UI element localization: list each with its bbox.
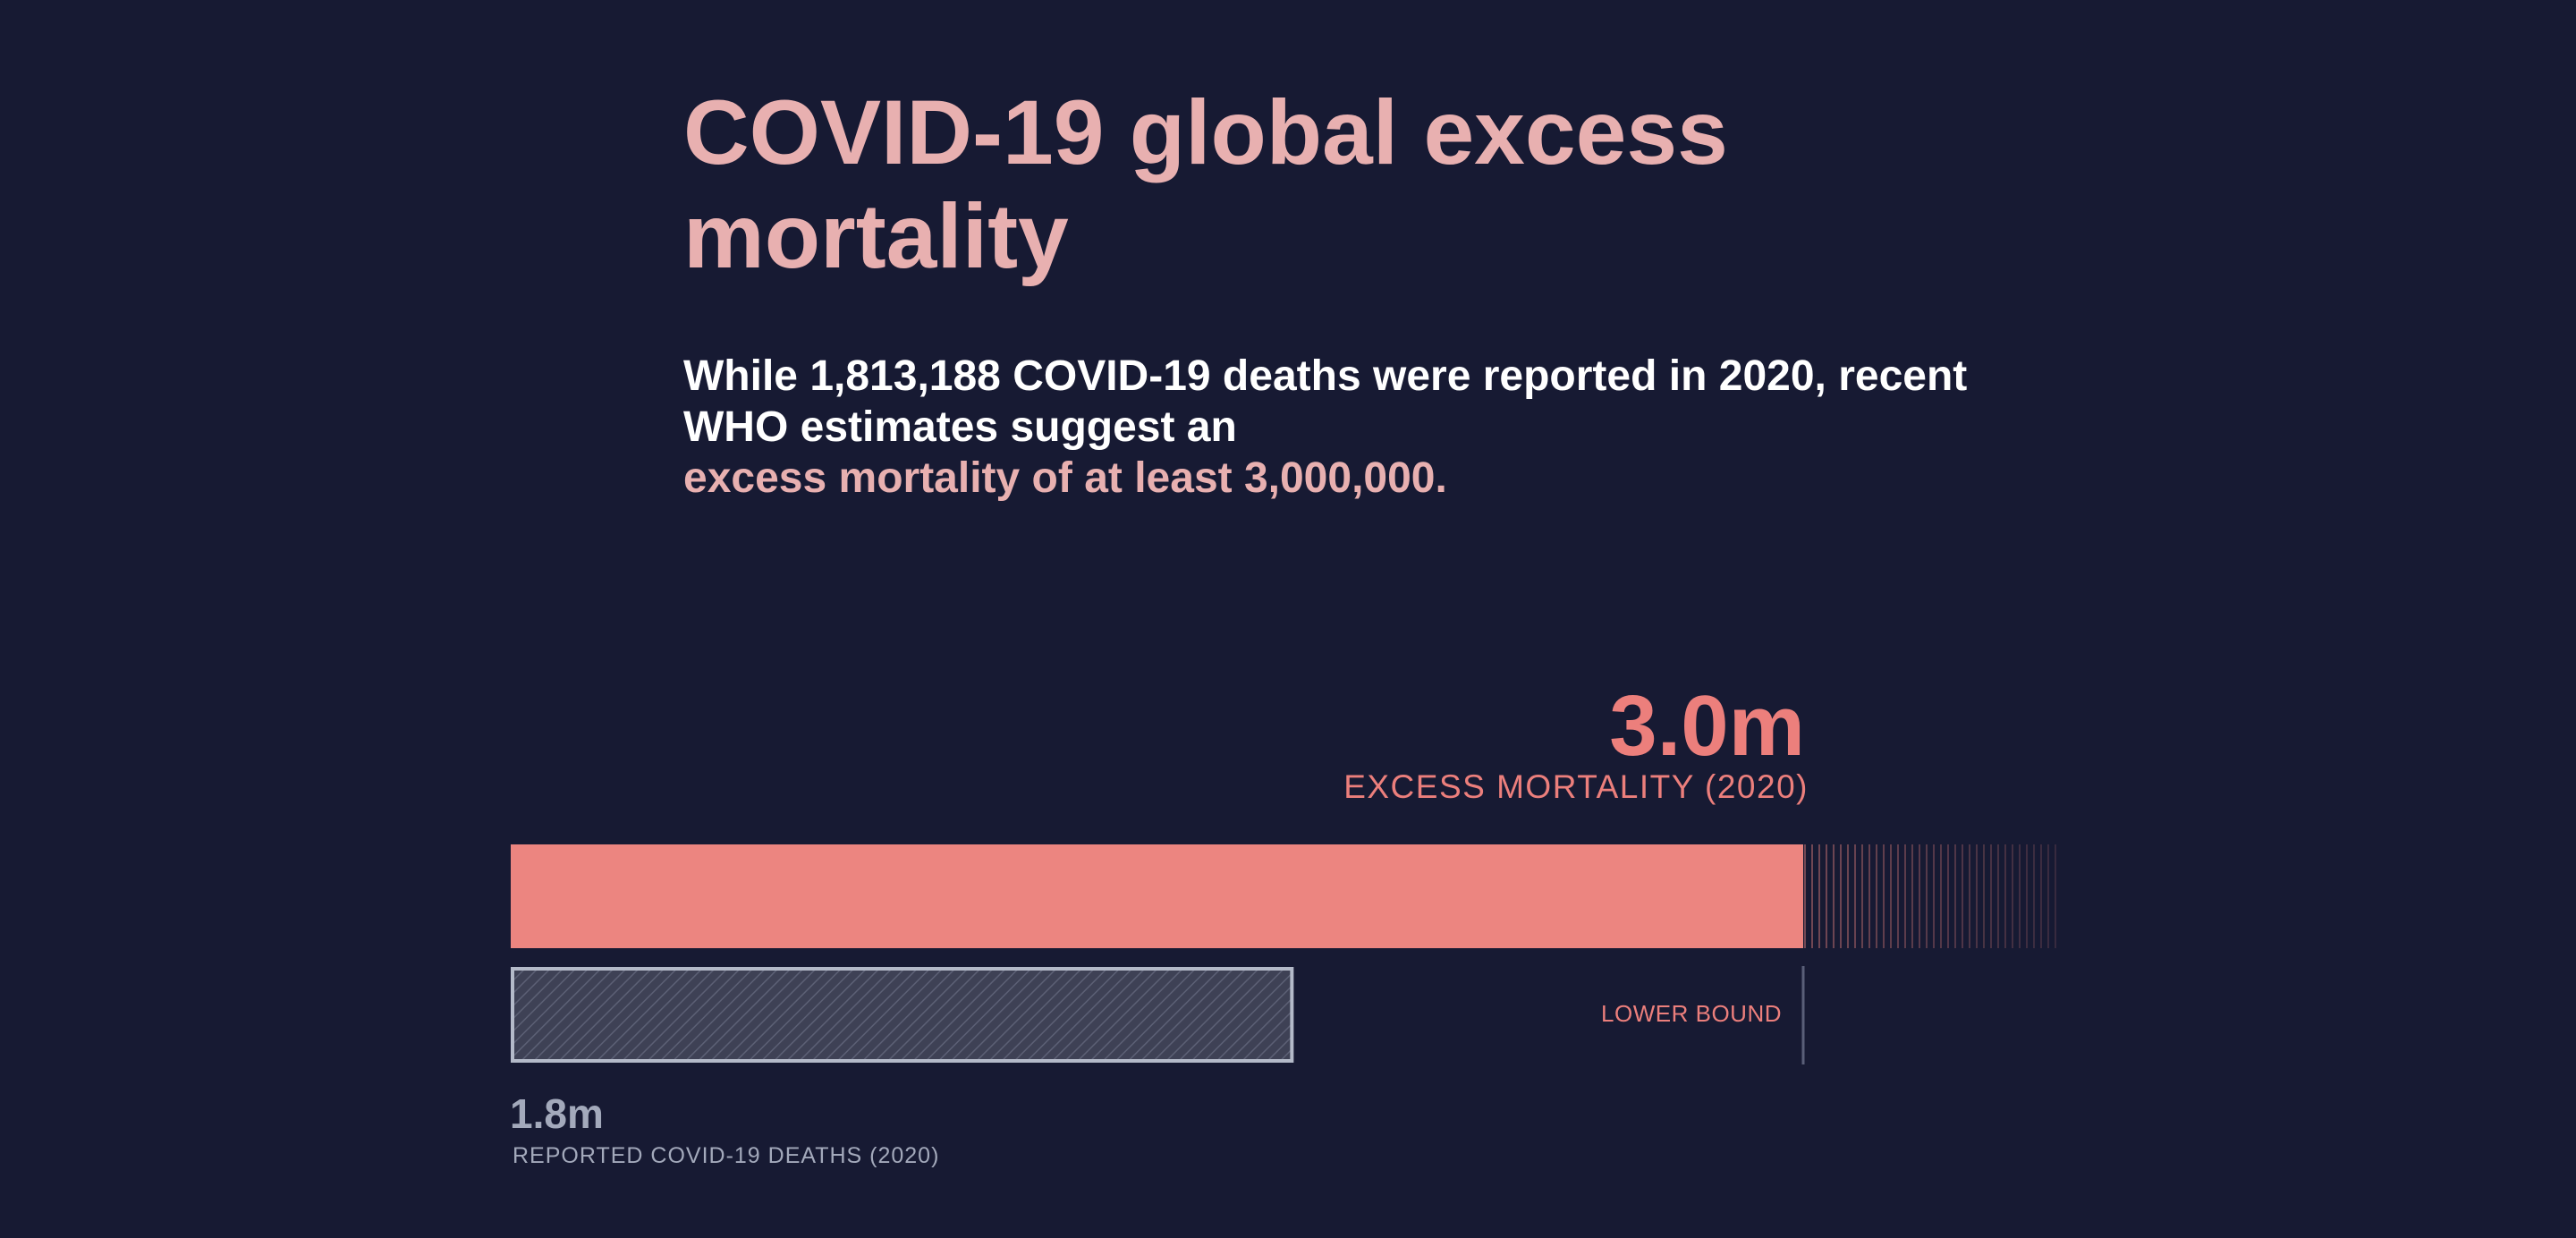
excess-mortality-value: 3.0m [1609, 678, 1805, 774]
chart-subtitle: While 1,813,188 COVID-19 deaths were rep… [683, 351, 2025, 504]
chart-title: COVID-19 global excess mortality [683, 81, 1728, 287]
excess-mortality-bar [511, 844, 1803, 948]
subtitle-text: While 1,813,188 COVID-19 deaths were rep… [683, 352, 1968, 451]
subtitle-highlight: excess mortality of at least 3,000,000. [683, 454, 1447, 502]
reported-deaths-bar [511, 967, 1294, 1063]
excess-mortality-label: EXCESS MORTALITY (2020) [1343, 768, 1809, 805]
lower-bound-label: LOWER BOUND [1601, 1000, 1782, 1027]
reported-deaths-value: 1.8m [510, 1090, 604, 1137]
excess-uncertainty-range [1803, 844, 2062, 948]
reported-deaths-label: REPORTED COVID-19 DEATHS (2020) [513, 1143, 940, 1168]
